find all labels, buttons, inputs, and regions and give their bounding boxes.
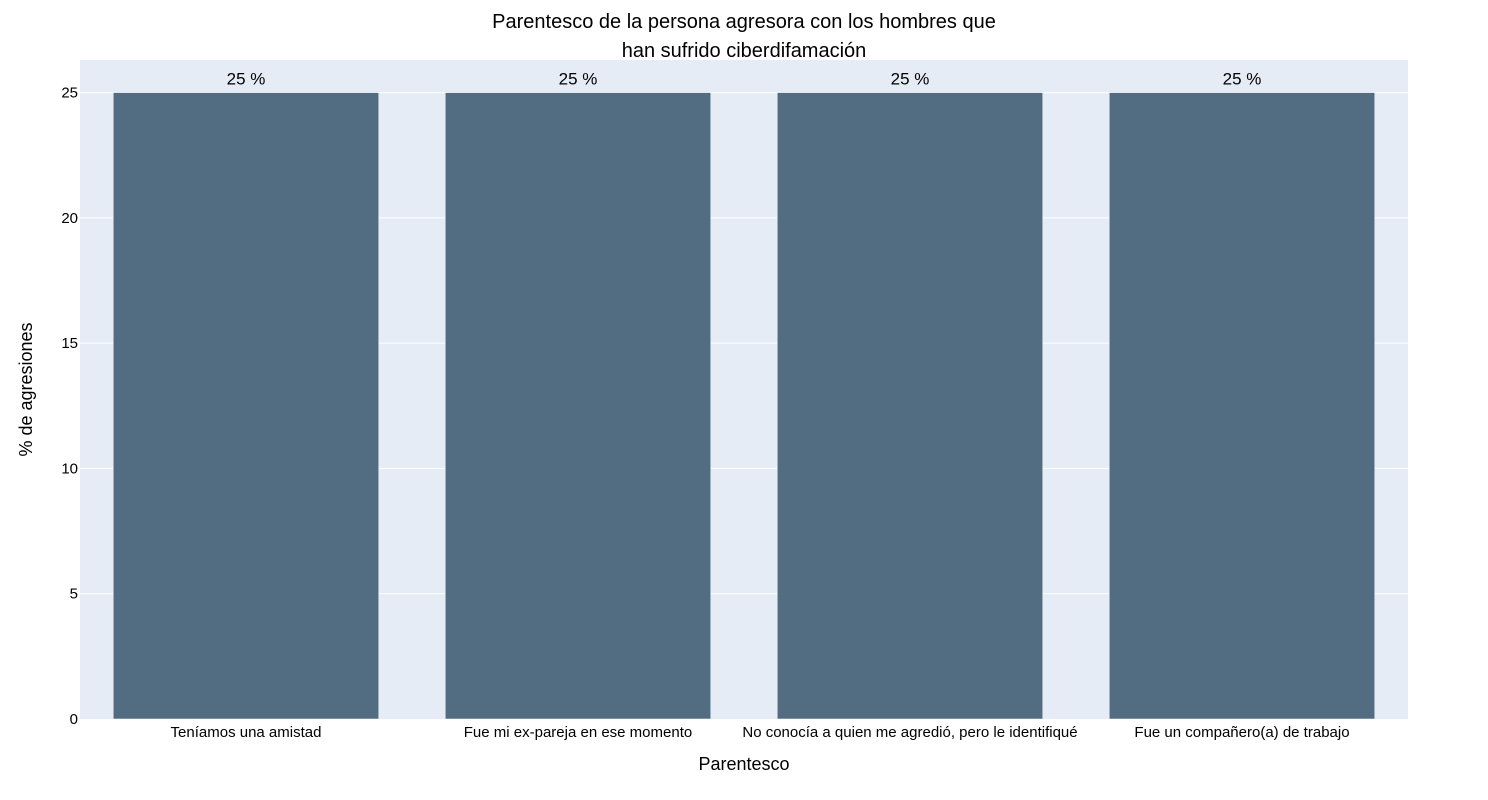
bar-value-label: 25 % <box>891 70 930 89</box>
y-axis-ticks: 0 5 10 15 20 25 <box>61 85 78 728</box>
bar <box>444 92 712 720</box>
bar <box>112 92 380 720</box>
chart-title-line-1: Parentesco de la persona agresora con lo… <box>492 11 996 33</box>
bar <box>776 92 1044 720</box>
y-tick-label: 20 <box>61 210 78 227</box>
bar-value-label: 25 % <box>1223 70 1262 89</box>
y-tick-label: 0 <box>70 711 78 728</box>
y-tick-label: 10 <box>61 460 78 477</box>
y-tick-label: 15 <box>61 335 78 352</box>
x-tick-label: Fue mi ex-pareja en ese momento <box>464 724 692 741</box>
x-tick-label: Fue un compañero(a) de trabajo <box>1134 724 1349 741</box>
y-tick-label: 5 <box>70 586 78 603</box>
x-axis-title: Parentesco <box>698 754 789 774</box>
y-tick-label: 25 <box>61 85 78 102</box>
bar-value-label: 25 % <box>559 70 598 89</box>
bar-value-label: 25 % <box>227 70 266 89</box>
y-axis-title: % de agresiones <box>16 322 36 456</box>
chart-title-line-2: han sufrido ciberdifamación <box>621 40 867 62</box>
bars <box>112 92 1376 720</box>
x-tick-label: No conocía a quien me agredió, pero le i… <box>742 724 1077 741</box>
x-axis-ticks: Teníamos una amistad Fue mi ex-pareja en … <box>171 724 1350 741</box>
x-tick-label: Teníamos una amistad <box>171 724 322 741</box>
chart-title: Parentesco de la persona agresora con lo… <box>0 8 1488 66</box>
data-labels: 25 % 25 % 25 % 25 % <box>227 70 1262 89</box>
bar <box>1108 92 1376 720</box>
